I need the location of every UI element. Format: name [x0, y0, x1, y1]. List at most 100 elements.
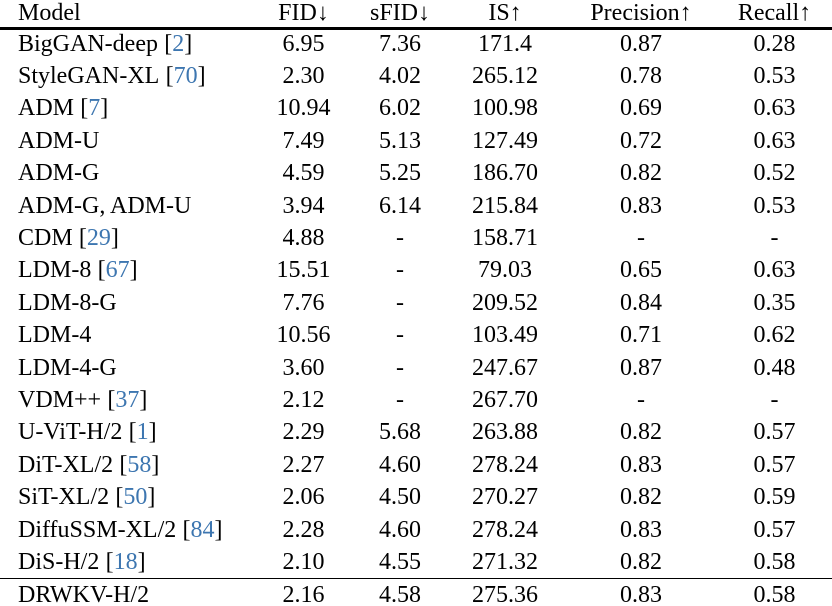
sfid-value: 4.55 — [379, 548, 421, 575]
model-cell: ADM-U — [0, 125, 252, 157]
model-name: SiT-XL/2 — [18, 484, 110, 511]
citation-close-bracket: ] — [137, 548, 146, 575]
table-row: LDM-4-G 3.60 - 247.67 0.87 0.48 — [0, 352, 832, 384]
citation-link[interactable]: 84 — [190, 516, 215, 543]
column-label: IS — [488, 0, 510, 26]
citation-open-bracket: [ — [78, 225, 87, 252]
citation-open-bracket: [ — [105, 548, 114, 575]
is-value: 278.24 — [472, 516, 538, 543]
recall-value: 0.53 — [753, 63, 796, 90]
citation-link[interactable]: 58 — [127, 451, 152, 478]
table-row: LDM-8-G 7.76 - 209.52 0.84 0.35 — [0, 287, 832, 319]
column-label: Precision — [590, 0, 680, 26]
table-row: U-ViT-H/2 [1] 2.29 5.68 263.88 0.82 0.57 — [0, 417, 832, 449]
citation: [70] — [166, 63, 206, 89]
citation-link[interactable]: 29 — [86, 225, 111, 252]
table-row: DRWKV-H/2 2.16 4.58 275.36 0.83 0.58 — [0, 578, 832, 606]
precision-value: 0.78 — [620, 63, 662, 90]
table-row: SiT-XL/2 [50] 2.06 4.50 270.27 0.82 0.59 — [0, 481, 832, 513]
recall-value: 0.57 — [753, 451, 796, 478]
citation-link[interactable]: 2 — [172, 31, 185, 58]
is-value: 267.70 — [472, 386, 538, 413]
recall-value: 0.53 — [753, 192, 796, 219]
model-name: ADM — [18, 95, 75, 122]
recall-value: 0.57 — [753, 419, 796, 446]
citation-link[interactable]: 18 — [113, 548, 138, 575]
table-row: ADM-G 4.59 5.25 186.70 0.82 0.52 — [0, 158, 832, 190]
precision-value: 0.65 — [620, 257, 662, 284]
citation: [58] — [119, 452, 159, 478]
fid-value: 2.10 — [282, 548, 325, 575]
citation-link[interactable]: 7 — [88, 95, 101, 122]
is-value: 278.24 — [472, 451, 538, 478]
citation-link[interactable]: 70 — [173, 63, 198, 90]
citation: [29] — [79, 225, 119, 251]
precision-value: 0.82 — [620, 160, 662, 187]
sfid-value: 4.50 — [379, 484, 421, 511]
table-row: LDM-4 10.56 - 103.49 0.71 0.62 — [0, 320, 832, 352]
model-cell: SiT-XL/2 [50] — [0, 481, 252, 513]
model-name: VDM++ — [18, 386, 102, 413]
citation-close-bracket: ] — [214, 516, 223, 543]
fid-value: 2.27 — [282, 451, 325, 478]
model-cell: DRWKV-H/2 — [0, 578, 252, 606]
model-cell: CDM [29] — [0, 222, 252, 254]
citation-link[interactable]: 1 — [136, 419, 149, 446]
model-name: LDM-8 — [18, 257, 92, 284]
sfid-value: 5.68 — [379, 419, 421, 446]
fid-value: 2.30 — [282, 63, 325, 90]
citation-link[interactable]: 67 — [105, 257, 130, 284]
recall-value: 0.57 — [753, 516, 796, 543]
table-row: ADM-U 7.49 5.13 127.49 0.72 0.63 — [0, 125, 832, 157]
citation-link[interactable]: 50 — [123, 484, 148, 511]
model-name: ADM-U — [18, 127, 100, 154]
sfid-value: - — [396, 354, 404, 381]
precision-value: 0.83 — [565, 578, 717, 606]
is-value: 271.32 — [472, 548, 538, 575]
fid-value: 15.51 — [276, 257, 331, 284]
is-value: 171.4 — [478, 31, 532, 58]
column-label: FID — [278, 0, 317, 26]
precision-value: 0.83 — [620, 451, 662, 478]
table-row: CDM [29] 4.88 - 158.71 - - — [0, 222, 832, 254]
sfid-value: 4.58 — [355, 578, 445, 606]
column-header-precision: Precision↑ — [565, 0, 717, 30]
column-label: sFID — [369, 0, 418, 26]
sfid-value: 5.25 — [379, 160, 421, 187]
precision-value: 0.69 — [620, 95, 662, 122]
table-header: Model FID↓ sFID↓ IS↑ Precision↑ Recall↑ — [0, 0, 832, 30]
recall-value: 0.58 — [717, 578, 832, 606]
sfid-value: 7.36 — [379, 31, 421, 58]
is-value: 275.36 — [445, 578, 565, 606]
precision-value: - — [637, 225, 645, 252]
fid-value: 10.56 — [276, 322, 331, 349]
model-name: U-ViT-H/2 — [18, 419, 123, 446]
model-name: LDM-4-G — [18, 354, 117, 381]
citation: [37] — [107, 387, 147, 413]
fid-value: 10.94 — [276, 95, 331, 122]
citation-open-bracket: [ — [164, 31, 173, 58]
header-row: Model FID↓ sFID↓ IS↑ Precision↑ Recall↑ — [0, 0, 832, 30]
model-cell: ADM [7] — [0, 93, 252, 125]
column-label: Model — [18, 0, 81, 26]
citation-link[interactable]: 37 — [115, 386, 140, 413]
precision-value: - — [637, 386, 645, 413]
sfid-value: - — [396, 289, 404, 316]
sfid-value: - — [396, 257, 404, 284]
sfid-value: 4.02 — [379, 63, 421, 90]
model-name: ADM-G — [18, 160, 100, 187]
citation-open-bracket: [ — [97, 257, 106, 284]
fid-value: 7.49 — [282, 127, 325, 154]
column-header-sfid: sFID↓ — [355, 0, 445, 30]
sfid-value: 4.60 — [379, 451, 421, 478]
model-cell: DiS-H/2 [18] — [0, 546, 252, 578]
citation-open-bracket: [ — [107, 386, 116, 413]
recall-value: - — [770, 386, 779, 413]
column-header-is: IS↑ — [445, 0, 565, 30]
citation: [7] — [80, 95, 108, 121]
sfid-value: - — [396, 225, 404, 252]
model-cell: StyleGAN-XL [70] — [0, 60, 252, 92]
is-value: 215.84 — [472, 192, 538, 219]
is-value: 186.70 — [472, 160, 538, 187]
